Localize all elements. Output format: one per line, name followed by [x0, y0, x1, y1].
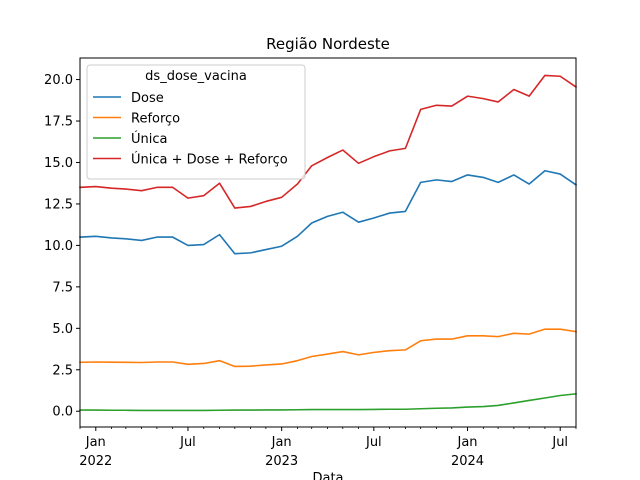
y-tick-label: 12.5: [44, 197, 73, 212]
x-tick-year-label: 2022: [79, 454, 112, 469]
x-tick-label: Jan: [457, 435, 478, 450]
y-tick-label: 5.0: [52, 322, 73, 337]
y-tick-label: 17.5: [44, 115, 73, 130]
x-axis-label: Data: [312, 471, 343, 480]
plot-frame: [79, 57, 577, 428]
legend-title: ds_dose_vacina: [145, 69, 247, 84]
legend: ds_dose_vacina Dose Reforço Única Única + D…: [86, 64, 306, 180]
legend-label: Dose: [131, 91, 164, 106]
y-tick-label: 20.0: [44, 73, 73, 88]
series-line-1: [79, 169, 578, 255]
y-tick-label: 10.0: [44, 239, 73, 254]
y-tick-label: 15.0: [44, 156, 73, 171]
x-tick-label: Jul: [365, 435, 382, 450]
x-tick-label: Jan: [85, 435, 106, 450]
series-line-2: [79, 328, 577, 368]
x-tick-label: Jul: [179, 435, 196, 450]
legend-label: Única: [131, 131, 167, 147]
series-line-4: [79, 74, 578, 209]
legend-label: Única + Dose + Reforço: [131, 152, 288, 168]
chart-title: Região Nordeste: [266, 35, 390, 53]
series-line-3: [79, 392, 577, 412]
x-tick-year-label: 2024: [451, 454, 484, 469]
legend-box: [86, 64, 306, 180]
legend-label: Reforço: [131, 112, 180, 127]
y-tick-label: 0.0: [52, 405, 73, 420]
x-tick-label: Jul: [551, 435, 568, 450]
y-tick-label: 7.5: [52, 280, 73, 295]
x-tick-year-label: 2023: [265, 454, 298, 469]
x-tick-label: Jan: [271, 435, 292, 450]
y-tick-label: 2.5: [52, 363, 73, 378]
